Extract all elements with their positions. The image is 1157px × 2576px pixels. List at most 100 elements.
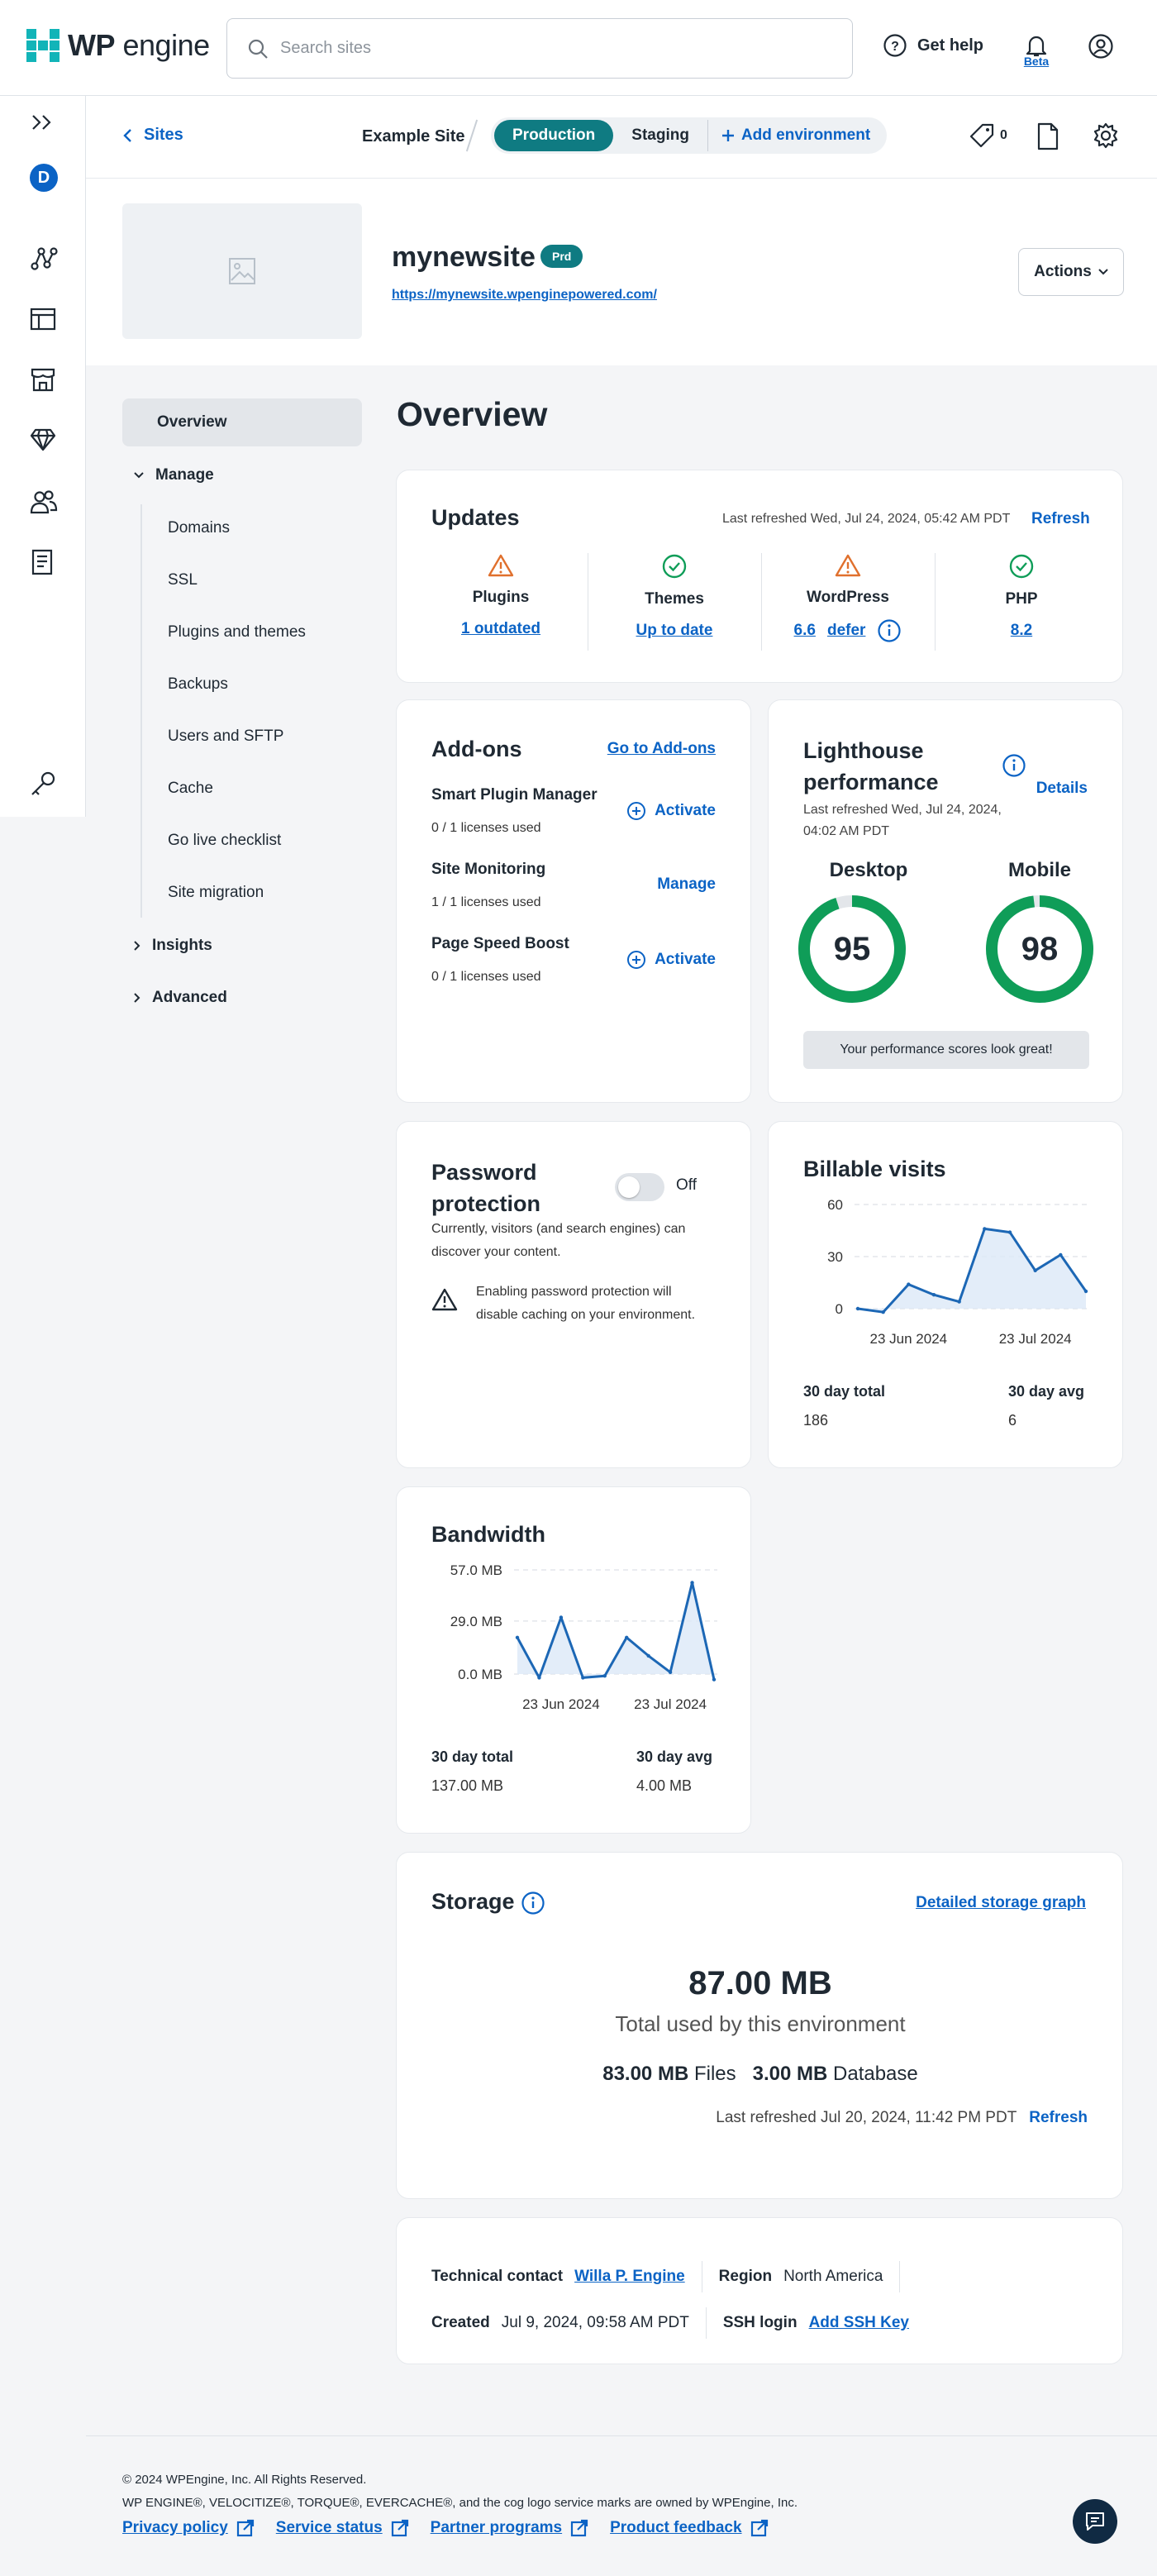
receipt-log-icon[interactable] <box>30 549 55 575</box>
go-to-addons-link[interactable]: Go to Add-ons <box>607 740 716 757</box>
info-circle-icon[interactable] <box>877 618 902 643</box>
layout-panel-icon[interactable] <box>30 308 56 331</box>
settings-button[interactable] <box>1093 122 1119 149</box>
nav-ssl[interactable]: SSL <box>168 571 198 589</box>
nav-cache[interactable]: Cache <box>168 780 213 797</box>
account-avatar[interactable]: D <box>30 164 58 192</box>
site-url-link[interactable]: https://mynewsite.wpenginepowered.com/ <box>392 288 657 302</box>
divider <box>705 2307 707 2339</box>
search-box[interactable] <box>226 18 853 79</box>
data-point <box>1083 1289 1088 1294</box>
logo-wordmark-bold: WP <box>68 28 116 62</box>
chat-button[interactable] <box>1073 2499 1117 2544</box>
notifications-button[interactable]: Beta <box>1021 33 1051 68</box>
info-circle-icon[interactable] <box>521 1891 545 1915</box>
storefront-icon[interactable] <box>30 367 56 392</box>
lighthouse-title: Lighthouse <box>803 738 924 763</box>
series-area <box>858 1228 1086 1313</box>
page-title: Overview <box>397 395 548 433</box>
bandwidth-avg-value: 4.00 MB <box>636 1777 693 1794</box>
service-status-link[interactable]: Service status <box>276 2519 409 2537</box>
activate-page-speed-boost-button[interactable]: Activate <box>626 950 716 970</box>
update-themes-link[interactable]: Up to date <box>636 622 713 639</box>
search-input[interactable] <box>280 39 776 58</box>
partner-programs-link[interactable]: Partner programs <box>431 2519 588 2537</box>
nav-domains[interactable]: Domains <box>168 519 230 537</box>
nav-plugins-and-themes[interactable]: Plugins and themes <box>168 623 306 641</box>
check-circle-icon <box>1008 553 1035 580</box>
password-title-line2: protection <box>431 1191 540 1216</box>
nav-go-live-checklist[interactable]: Go live checklist <box>168 832 282 849</box>
updates-title: Updates <box>431 505 520 530</box>
update-wordpress: WordPress 6.6 defer <box>765 553 931 643</box>
key-icon[interactable] <box>30 770 56 797</box>
breadcrumb-site[interactable]: Example Site <box>362 127 465 145</box>
users-group-icon[interactable] <box>30 489 58 514</box>
wordpress-version-link[interactable]: 6.6 <box>793 622 816 639</box>
nav-site-migration[interactable]: Site migration <box>168 884 264 901</box>
env-tab-production[interactable]: Production <box>494 120 614 151</box>
warning-triangle-icon <box>488 553 514 578</box>
actions-dropdown[interactable]: Actions <box>1018 248 1124 296</box>
product-feedback-link[interactable]: Product feedback <box>610 2519 768 2537</box>
service-status-label: Service status <box>275 2519 383 2536</box>
manage-site-monitoring-button[interactable]: Manage <box>657 875 716 894</box>
warning-triangle-icon <box>835 553 861 578</box>
update-plugins-link[interactable]: 1 outdated <box>460 620 541 637</box>
update-php-link[interactable]: 8.2 <box>1010 622 1033 639</box>
chevron-down-icon <box>1098 269 1108 275</box>
addons-title: Add-ons <box>431 737 522 761</box>
lighthouse-details-link[interactable]: Details <box>1036 780 1088 797</box>
info-circle-icon[interactable] <box>1002 753 1026 778</box>
update-php-name: PHP <box>1005 590 1038 608</box>
mobile-score: 98 <box>1021 931 1059 967</box>
nav-insights[interactable]: Insights <box>134 937 212 955</box>
notes-button[interactable] <box>1036 122 1059 150</box>
password-warning: Enabling password protection will <box>476 1285 672 1299</box>
expand-chevrons-icon[interactable] <box>30 112 56 132</box>
plus-circle-icon <box>626 801 646 821</box>
password-protection-card: Password protection Off Currently, visit… <box>396 1121 751 1468</box>
diamond-icon[interactable] <box>30 428 56 451</box>
created-label: Created <box>431 2314 490 2331</box>
back-to-sites-link[interactable]: Sites <box>122 126 183 145</box>
chevron-left-icon <box>122 128 132 143</box>
series-line <box>516 1581 716 1680</box>
password-description: Currently, visitors (and search engines)… <box>431 1222 686 1236</box>
site-header: mynewsite Prd https://mynewsite.wpengine… <box>86 179 1157 365</box>
tags-button[interactable]: 0 <box>969 122 1007 149</box>
nav-backups[interactable]: Backups <box>168 675 228 693</box>
detailed-storage-graph-link[interactable]: Detailed storage graph <box>916 1894 1086 1911</box>
activity-nodes-icon[interactable] <box>30 245 58 273</box>
nav-manage[interactable]: Manage <box>134 466 214 484</box>
data-point <box>1033 1268 1037 1272</box>
user-menu-button[interactable] <box>1088 33 1114 60</box>
wp-engine-logo[interactable]: WP engine <box>26 28 210 63</box>
env-tab-staging[interactable]: Staging <box>631 126 689 144</box>
add-ssh-key-link[interactable]: Add SSH Key <box>808 2314 909 2331</box>
files-label: Files <box>693 2063 736 2085</box>
updates-refresh-button[interactable]: Refresh <box>1031 510 1090 527</box>
billable-visits-chart: 0 30 60 23 Jun 2024 23 Jul 2024 <box>827 1197 1089 1347</box>
nav-advanced[interactable]: Advanced <box>134 989 227 1007</box>
privacy-policy-link[interactable]: Privacy policy <box>122 2519 255 2537</box>
storage-refresh-button[interactable]: Refresh <box>1029 2109 1088 2126</box>
logo-wordmark: engine <box>122 28 211 62</box>
left-rail: D <box>0 96 86 817</box>
updates-card: Updates Last refreshed Wed, Jul 24, 2024… <box>396 470 1123 683</box>
activate-smart-plugin-manager-button[interactable]: Activate <box>626 801 716 821</box>
warning-triangle-icon <box>431 1287 458 1312</box>
technical-contact-link[interactable]: Willa P. Engine <box>574 2268 685 2285</box>
image-placeholder-icon <box>228 257 256 285</box>
nav-overview[interactable]: Overview <box>122 398 362 446</box>
document-icon <box>1036 122 1059 150</box>
nav-users-and-sftp[interactable]: Users and SFTP <box>168 727 284 745</box>
data-point <box>602 1674 607 1678</box>
wordpress-defer-link[interactable]: defer <box>826 622 866 639</box>
get-help-button[interactable]: ? Get help <box>883 33 983 58</box>
add-environment-button[interactable]: Add environment <box>707 120 883 151</box>
update-wordpress-name: WordPress <box>807 589 889 606</box>
password-toggle[interactable] <box>615 1173 664 1201</box>
technical-contact-label: Technical contact <box>431 2268 564 2285</box>
site-thumbnail <box>122 203 362 339</box>
